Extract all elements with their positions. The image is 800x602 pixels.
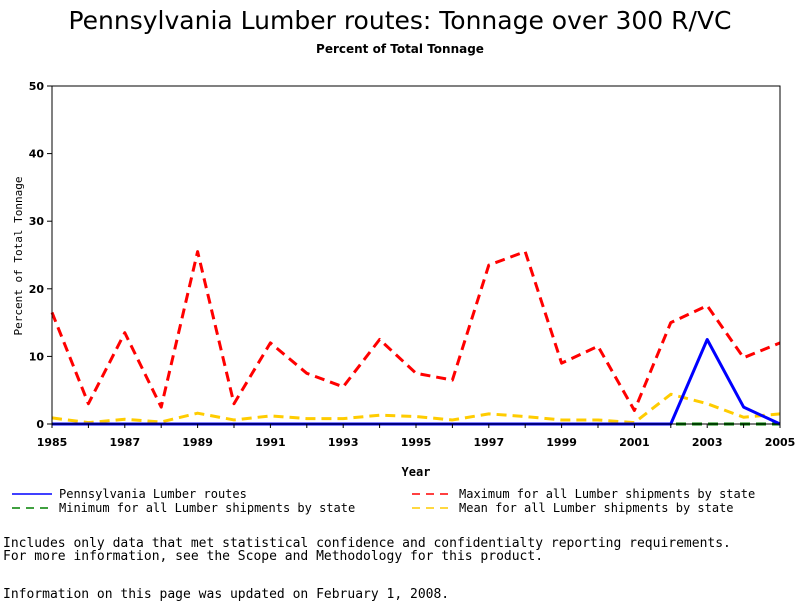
legend-label: Mean for all Lumber shipments by state bbox=[459, 501, 734, 515]
x-tick-label: 1987 bbox=[109, 436, 140, 449]
x-tick-label: 1985 bbox=[37, 436, 68, 449]
x-tick-label: 2003 bbox=[692, 436, 723, 449]
legend-label: Minimum for all Lumber shipments by stat… bbox=[59, 501, 355, 515]
x-tick-label: 1997 bbox=[473, 436, 504, 449]
x-tick-label: 1993 bbox=[328, 436, 359, 449]
x-tick-label: 2005 bbox=[765, 436, 796, 449]
y-tick-label: 20 bbox=[29, 283, 45, 296]
y-tick-label: 30 bbox=[29, 215, 45, 228]
footnote-methodology: For more information, see the Scope and … bbox=[3, 549, 543, 564]
x-tick-label: 1999 bbox=[546, 436, 577, 449]
x-tick-label: 1991 bbox=[255, 436, 286, 449]
y-tick-label: 0 bbox=[36, 418, 44, 431]
series-line-1 bbox=[52, 252, 780, 411]
y-tick-label: 50 bbox=[29, 80, 45, 93]
x-tick-label: 2001 bbox=[619, 436, 650, 449]
legend-label: Maximum for all Lumber shipments by stat… bbox=[459, 487, 755, 501]
legend-label: Pennsylvania Lumber routes bbox=[59, 487, 247, 501]
y-tick-label: 40 bbox=[29, 148, 45, 161]
line-chart: 0 10 20 30 40 50 1985 1987 1989 1991 1993 1995 1997 1… bbox=[0, 0, 800, 530]
series-line-0 bbox=[52, 340, 780, 425]
y-axis-label: Percent of Total Tonnage bbox=[12, 177, 25, 336]
x-axis-label: Year bbox=[402, 465, 431, 479]
x-tick-label: 1995 bbox=[401, 436, 432, 449]
y-tick-label: 10 bbox=[29, 350, 45, 363]
x-tick-label: 1989 bbox=[182, 436, 213, 449]
